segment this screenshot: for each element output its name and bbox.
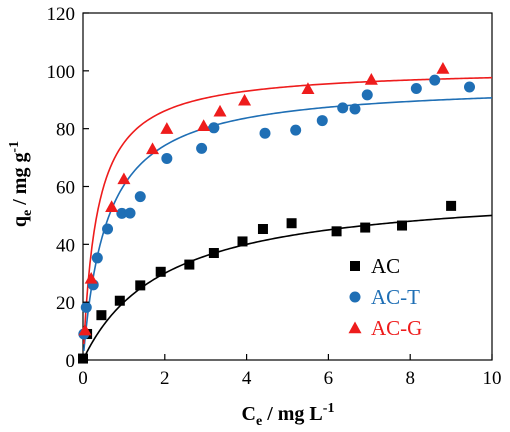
data-point-ac (135, 280, 146, 291)
data-point-ac (208, 248, 219, 259)
data-point-ac-t (134, 191, 146, 203)
data-point-ac-t (259, 127, 271, 139)
data-point-ac (286, 218, 297, 229)
plot-frame (82, 12, 493, 361)
x-tick-label: 0 (78, 368, 88, 389)
data-point-ac (184, 259, 195, 270)
data-point-ac (446, 200, 457, 211)
data-point-ac-t (361, 89, 373, 101)
legend-marker-ac-t (349, 291, 361, 303)
data-point-ac-t (429, 74, 441, 86)
data-point-ac (360, 222, 371, 233)
x-tick-label: 2 (160, 368, 170, 389)
data-point-ac-g (105, 200, 119, 212)
y-tick-label: 100 (47, 62, 76, 83)
x-tick-label: 10 (483, 368, 502, 389)
x-tick-label: 4 (242, 368, 252, 389)
data-point-ac (114, 295, 125, 306)
x-tick-label: 6 (324, 368, 334, 389)
data-point-ac-g (117, 172, 131, 185)
data-point-ac-g (160, 122, 174, 134)
data-point-ac-g (78, 323, 92, 336)
y-tick-label: 40 (56, 235, 75, 256)
y-tick-label: 0 (66, 351, 76, 372)
data-point-ac-t (410, 82, 422, 94)
legend-label-ac: AC (371, 254, 400, 278)
fit-curve-ac-t (83, 97, 493, 351)
data-point-ac (96, 310, 107, 321)
data-point-ac (331, 226, 342, 237)
data-point-ac-g (436, 62, 450, 74)
y-tick-label: 80 (56, 120, 75, 141)
data-point-ac (237, 236, 248, 247)
data-point-ac-t (80, 301, 92, 313)
data-point-ac-g (213, 104, 227, 117)
fit-curve-ac (84, 214, 493, 357)
legend-marker-ac (350, 261, 360, 271)
data-point-ac-t (290, 124, 302, 136)
fit-curve-ac-g (83, 76, 493, 345)
data-point-ac-t (464, 81, 476, 93)
data-point-ac-g (146, 142, 160, 155)
data-point-ac-t (196, 142, 208, 154)
legend-label-ac-g: AC-G (371, 316, 422, 340)
data-point-ac-g (301, 82, 315, 94)
fit-curves (83, 76, 493, 357)
data-point-ac-t (337, 102, 349, 114)
y-axis-title: qe / mg g-1 (7, 141, 35, 227)
data-point-ac-t (91, 252, 103, 264)
data-point-ac-g (84, 271, 98, 284)
data-point-ac-t (208, 122, 220, 134)
data-point-ac-t (316, 115, 328, 127)
data-point-ac (397, 220, 408, 231)
y-tick-label: 60 (56, 178, 75, 199)
y-tick-label: 20 (56, 293, 75, 314)
data-point-ac (257, 224, 268, 235)
x-tick-label: 8 (405, 368, 415, 389)
plot-border (82, 12, 493, 361)
data-point-ac-g (197, 119, 211, 131)
data-point-ac-t (116, 207, 128, 219)
data-point-ac-t (124, 207, 136, 219)
data-point-ac (155, 266, 166, 277)
y-tick-label: 120 (47, 4, 76, 25)
x-axis-title: Ce / mg L-1 (242, 401, 335, 429)
legend-marker-ac-g (348, 321, 362, 334)
data-point-ac-t (349, 103, 361, 115)
data-point-ac-t (102, 223, 114, 235)
legend-label-ac-t: AC-T (371, 285, 420, 309)
data-point-ac-g (364, 73, 378, 85)
data-points (78, 62, 476, 364)
legend: AC AC-T AC-G (348, 254, 422, 340)
data-point-ac-t (161, 152, 173, 164)
data-point-ac-g (238, 93, 252, 106)
